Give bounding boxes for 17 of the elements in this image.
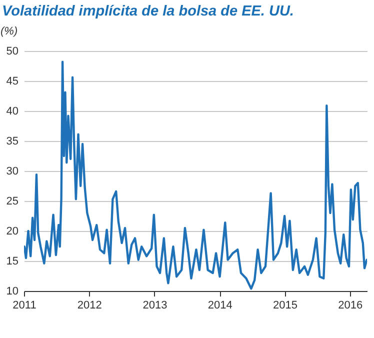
x-tick-label: 2012 (77, 300, 102, 312)
y-tick-label: 50 (6, 46, 18, 58)
x-tick-label: 2013 (142, 300, 168, 312)
x-tick-label: 2011 (12, 300, 36, 312)
x-tick-label: 2016 (338, 300, 363, 312)
y-tick-label: 15 (6, 256, 18, 268)
y-tick-label: 30 (6, 166, 18, 178)
y-tick-label: 10 (6, 286, 18, 298)
y-tick-label: 40 (6, 106, 18, 118)
y-axis-title: (%) (0, 26, 18, 38)
y-tick-label: 35 (6, 136, 18, 148)
chart-title: Volatilidad implícita de la bolsa de EE. UU. (2, 4, 294, 20)
y-tick-label: 20 (6, 226, 18, 238)
x-tick-label: 2014 (208, 300, 232, 312)
y-tick-label: 25 (6, 196, 18, 208)
x-tick-label: 2015 (272, 300, 298, 312)
y-tick-label: 45 (6, 76, 18, 88)
